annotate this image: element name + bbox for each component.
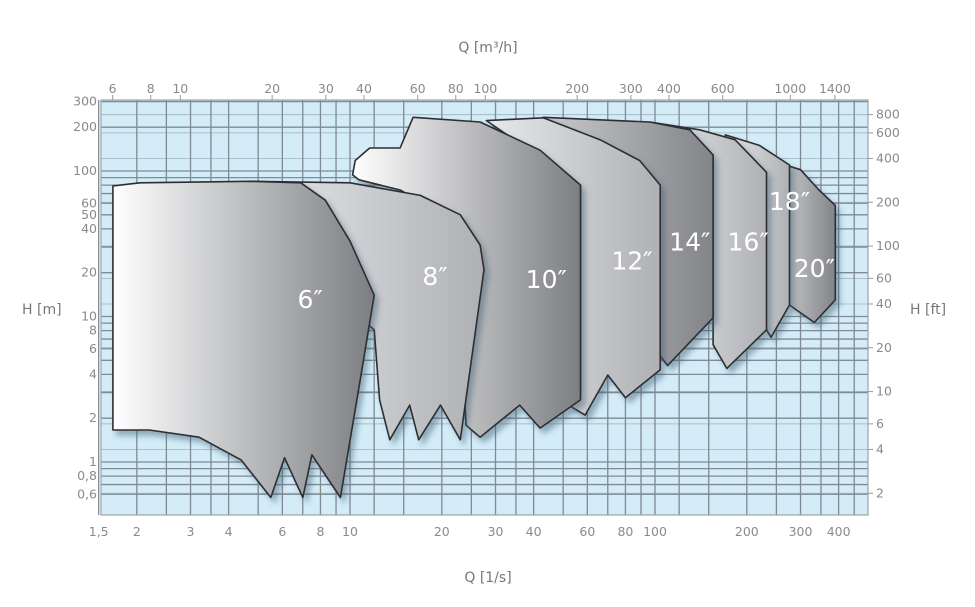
y-left-tick-label: 10	[81, 309, 97, 324]
plot-frame	[100, 99, 869, 516]
x-bottom-tick-label: 10	[342, 524, 358, 539]
x-bottom-tick-label: 60	[579, 524, 595, 539]
pump-size-label: 10″	[526, 265, 567, 294]
x-bottom-tick-label: 1,5	[89, 524, 109, 539]
y-left-tick-label: 100	[73, 163, 97, 178]
x-bottom-tick-label: 30	[488, 524, 504, 539]
y-left-tick-label: 200	[73, 119, 97, 134]
x-top-tick-label: 40	[356, 81, 372, 96]
y-right-tick-label: 4	[876, 441, 884, 456]
y-right-tick-label: 400	[876, 150, 900, 165]
x-top-tick-label: 20	[264, 81, 280, 96]
x-top-tick-label: 100	[473, 81, 497, 96]
y-right-axis-label: H [ft]	[910, 302, 946, 318]
y-left-tick-label: 0,6	[77, 486, 97, 501]
pump-size-label: 16″	[728, 227, 769, 256]
y-right-tick-label: 2	[876, 485, 884, 500]
pump-size-label: 8″	[422, 262, 447, 291]
x-top-tick-label: 80	[448, 81, 464, 96]
x-bottom-tick-label: 20	[434, 524, 450, 539]
y-left-tick-label: 1	[89, 454, 97, 469]
pump-size-label: 20″	[794, 254, 835, 283]
x-bottom-tick-label: 3	[187, 524, 195, 539]
pump-range-20in	[780, 163, 837, 324]
x-bottom-tick-label: 100	[643, 524, 667, 539]
y-right-tick-label: 6	[876, 416, 884, 431]
x-bottom-tick-label: 200	[735, 524, 759, 539]
x-top-tick-label: 1000	[774, 81, 806, 96]
x-top-tick-label: 6	[109, 81, 117, 96]
pump-range-6in	[112, 180, 376, 499]
y-right-tick-label: 10	[876, 384, 892, 399]
x-bottom-tick-label: 80	[617, 524, 633, 539]
y-right-tick-label: 200	[876, 194, 900, 209]
x-top-tick-label: 300	[619, 81, 643, 96]
y-left-tick-label: 20	[81, 265, 97, 280]
y-right-tick-label: 600	[876, 125, 900, 140]
y-left-tick-label: 6	[89, 341, 97, 356]
x-top-tick-label: 1400	[819, 81, 851, 96]
y-left-tick-label: 50	[81, 207, 97, 222]
x-top-tick-label: 8	[147, 81, 155, 96]
pump-size-label: 18″	[769, 187, 810, 216]
x-bottom-tick-label: 300	[789, 524, 813, 539]
x-top-tick-label: 400	[657, 81, 681, 96]
y-left-tick-label: 2	[89, 410, 97, 425]
y-left-tick-label: 300	[73, 94, 97, 109]
pump-size-label: 12″	[611, 247, 652, 276]
x-top-tick-label: 60	[410, 81, 426, 96]
y-left-axis-label: H [m]	[22, 302, 62, 318]
x-bottom-tick-label: 6	[278, 524, 286, 539]
y-right-tick-label: 60	[876, 270, 892, 285]
y-right-tick-label: 40	[876, 296, 892, 311]
x-bottom-tick-label: 2	[133, 524, 141, 539]
pump-size-label: 14″	[669, 227, 710, 256]
x-bottom-tick-label: 4	[225, 524, 233, 539]
y-left-tick-label: 8	[89, 323, 97, 338]
x-top-axis-label: Q [m³/h]	[458, 40, 517, 56]
x-bottom-tick-label: 40	[526, 524, 542, 539]
y-left-tick-label: 60	[81, 195, 97, 210]
y-left-tick-label: 4	[89, 366, 97, 381]
x-bottom-tick-label: 8	[316, 524, 324, 539]
x-top-tick-label: 600	[711, 81, 735, 96]
y-right-tick-label: 20	[876, 340, 892, 355]
x-bottom-tick-label: 400	[827, 524, 851, 539]
x-top-tick-label: 200	[565, 81, 589, 96]
x-bottom-axis-label: Q [1/s]	[464, 570, 511, 586]
y-left-tick-label: 40	[81, 221, 97, 236]
y-left-tick-label: 0,8	[77, 468, 97, 483]
pump-ranges: 20″ 18″16″ 14″ 12″ 10″ 8″ 6″	[112, 116, 837, 499]
pump-size-label: 6″	[297, 285, 322, 314]
x-top-tick-label: 10	[172, 81, 188, 96]
y-right-tick-label: 800	[876, 107, 900, 122]
y-right-tick-label: 100	[876, 238, 900, 253]
x-top-tick-label: 30	[318, 81, 334, 96]
